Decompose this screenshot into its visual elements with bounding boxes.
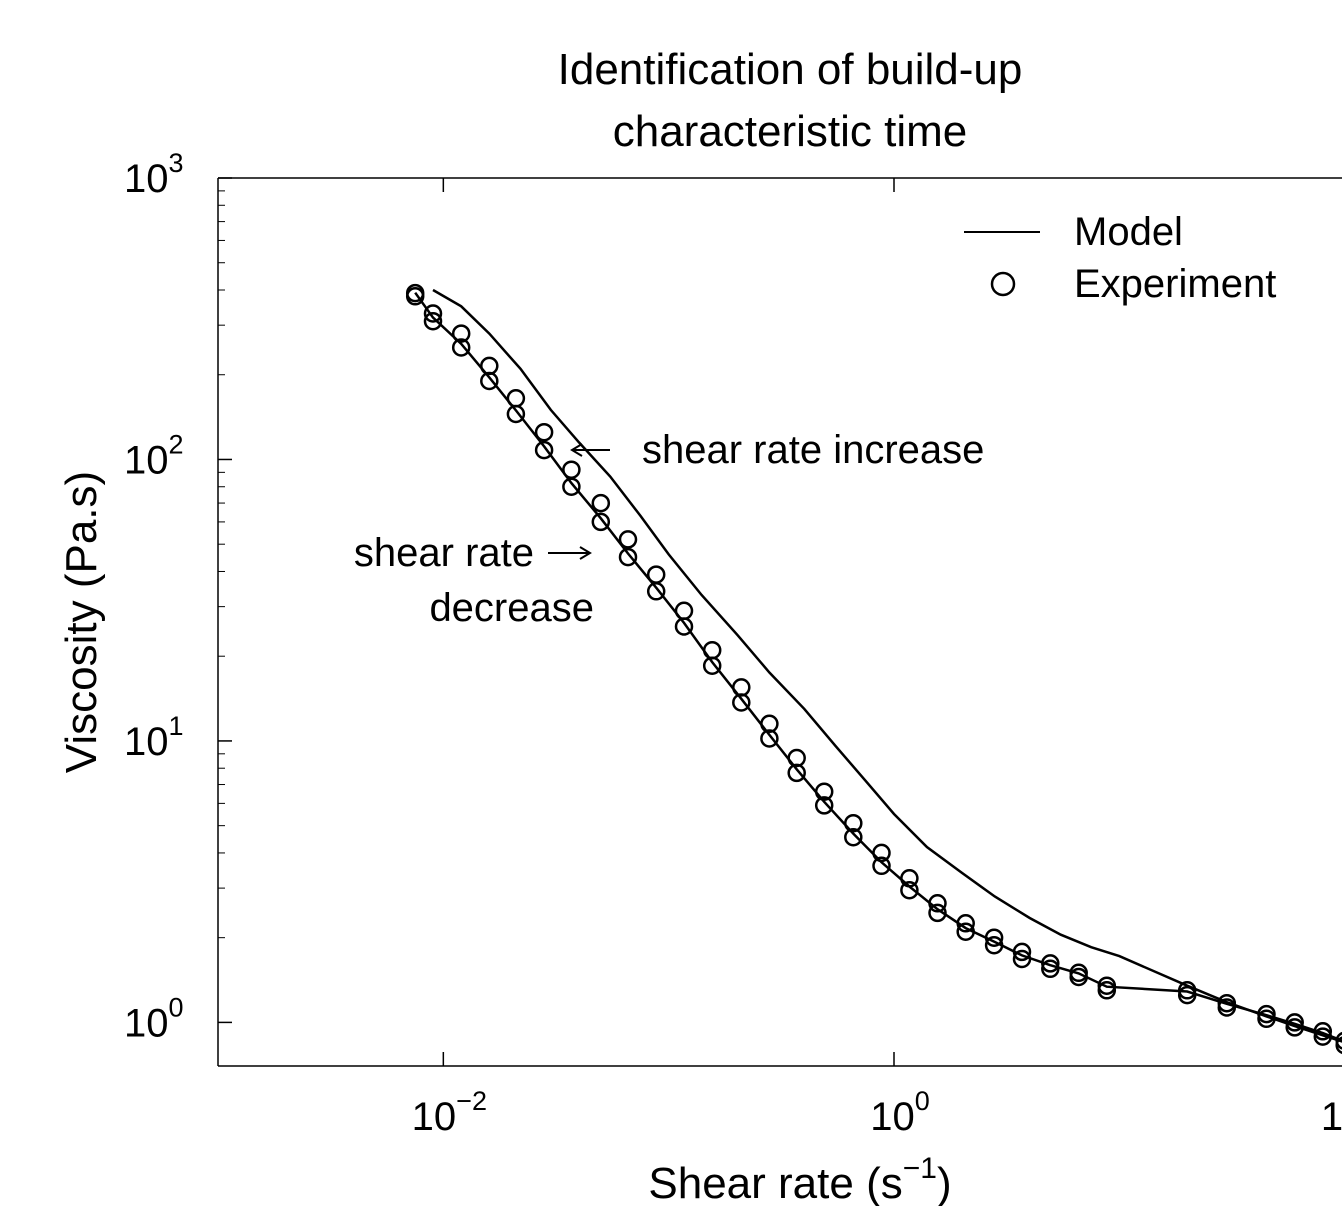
experiment-point: [702, 656, 722, 675]
experiment-point: [1069, 967, 1088, 987]
experiment-point: [1257, 1004, 1276, 1024]
legend-experiment-label: Experiment: [1074, 262, 1276, 306]
experiment-point: [1177, 985, 1197, 1005]
experiment-point: [674, 617, 694, 636]
x-tick-label: 10−2: [412, 1086, 487, 1139]
experiment-point: [984, 928, 1004, 947]
experiment-point: [480, 371, 499, 391]
experiment-point: [814, 782, 834, 801]
chart-title-line-1: Identification of build-up: [558, 45, 1023, 94]
experiment-point: [562, 460, 581, 479]
experiment-point: [844, 827, 863, 847]
chart-title-line-2: characteristic time: [613, 107, 968, 156]
experiment-point: [423, 311, 443, 331]
legend: Model Experiment: [964, 210, 1276, 306]
experiment-point: [928, 903, 947, 923]
experiment-point: [1012, 949, 1032, 969]
legend-model-label: Model: [1074, 210, 1183, 254]
x-tick-label: 100: [870, 1086, 930, 1139]
experiment-point: [506, 389, 526, 408]
experiment-series: [405, 283, 1342, 1055]
model-series: [414, 288, 1342, 1043]
experiment-point: [646, 565, 666, 584]
experiment-point: [618, 547, 638, 567]
plot-frame: [217, 177, 1342, 1067]
experiment-point: [423, 304, 443, 323]
model-line: [432, 288, 1342, 1043]
experiment-point: [760, 729, 779, 748]
experiment-point: [1041, 954, 1060, 973]
legend-experiment-swatch: [990, 271, 1016, 297]
experiment-point: [900, 880, 919, 900]
annotation-decrease-text-1: shear rate: [354, 531, 534, 575]
experiment-point: [732, 678, 751, 697]
experiment-point: [984, 935, 1004, 955]
experiment-point: [956, 914, 975, 933]
annotation-increase-text: shear rate increase: [642, 428, 984, 472]
experiment-point: [787, 763, 806, 783]
experiment-point: [928, 894, 947, 913]
experiment-point: [814, 796, 834, 815]
experiment-point: [405, 287, 425, 306]
experiment-point: [480, 356, 499, 376]
experiment-point: [1285, 1013, 1304, 1032]
x-tick-label: 102: [1321, 1086, 1342, 1139]
experiment-point: [900, 869, 919, 888]
experiment-point: [618, 530, 638, 549]
experiment-point: [562, 477, 581, 496]
experiment-point: [844, 813, 863, 833]
experiment-point: [1097, 981, 1117, 1000]
experiment-point: [1041, 959, 1060, 979]
experiment-point: [787, 748, 806, 768]
experiment-point: [1257, 1009, 1276, 1029]
axis-ticks: 10−2 100 102 100 101 102 103: [124, 148, 1342, 1139]
experiment-point: [451, 324, 471, 343]
experiment-point: [451, 338, 471, 357]
experiment-point: [1335, 1036, 1342, 1055]
experiment-point: [534, 422, 554, 442]
experiment-point: [1313, 1022, 1333, 1041]
experiment-point: [1285, 1018, 1304, 1037]
experiment-point: [732, 693, 751, 712]
experiment-point: [591, 493, 611, 513]
experiment-point: [591, 512, 611, 532]
experiment-point: [872, 843, 891, 863]
experiment-point: [702, 640, 722, 660]
experiment-point: [1012, 942, 1032, 962]
experiment-point: [1217, 998, 1237, 1017]
y-axis-label: Viscosity (Pa.s): [57, 471, 106, 773]
y-tick-label: 101: [124, 711, 184, 764]
experiment-point: [1177, 981, 1197, 1000]
y-tick-label: 102: [124, 429, 184, 482]
experiment-point: [506, 404, 526, 424]
annotation-increase: shear rate increase: [570, 428, 984, 472]
experiment-point: [760, 714, 779, 734]
experiment-point: [872, 856, 891, 876]
experiment-point: [1313, 1027, 1333, 1046]
y-tick-label: 100: [124, 992, 184, 1045]
model-line-decrease: [414, 291, 1342, 1042]
experiment-point: [646, 582, 666, 601]
annotation-decrease: shear rate decrease: [354, 531, 594, 630]
annotation-decrease-text-2: decrease: [429, 586, 594, 630]
x-axis-label: Shear rate (s−1): [648, 1152, 951, 1206]
y-tick-label: 103: [124, 148, 184, 201]
experiment-point: [534, 440, 554, 460]
experiment-point: [956, 922, 975, 941]
experiment-point: [674, 601, 694, 621]
